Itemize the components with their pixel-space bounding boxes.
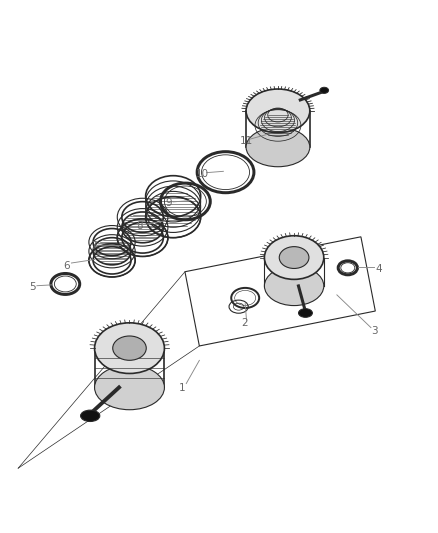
Text: 1: 1: [179, 383, 185, 393]
Ellipse shape: [320, 87, 328, 93]
Text: 5: 5: [29, 282, 35, 293]
Ellipse shape: [95, 323, 164, 374]
Ellipse shape: [95, 365, 164, 410]
Text: 2: 2: [241, 318, 247, 328]
Text: 7: 7: [90, 241, 97, 252]
Text: 11: 11: [240, 136, 253, 146]
Text: 8: 8: [136, 221, 143, 231]
Text: 9: 9: [166, 198, 172, 208]
Text: 10: 10: [196, 169, 209, 179]
Ellipse shape: [246, 89, 310, 133]
Ellipse shape: [246, 127, 310, 167]
Text: 4: 4: [375, 264, 381, 273]
Ellipse shape: [265, 236, 324, 279]
Ellipse shape: [298, 309, 312, 317]
Ellipse shape: [81, 410, 100, 422]
Text: 6: 6: [64, 261, 71, 271]
Ellipse shape: [265, 266, 324, 305]
Ellipse shape: [279, 247, 309, 269]
Text: 3: 3: [371, 326, 377, 336]
Ellipse shape: [113, 336, 146, 360]
